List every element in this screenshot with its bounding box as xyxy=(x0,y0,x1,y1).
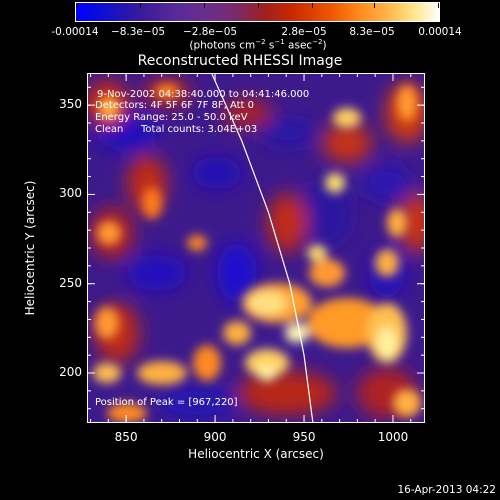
colorbar-tick-label: −2.8e−05 xyxy=(182,26,238,38)
time-range-text: 9-Nov-2002 04:38:40.000 to 04:41:46.000 xyxy=(97,89,310,100)
y-tick-label: 350 xyxy=(59,97,82,112)
colorbar-tick xyxy=(438,3,439,8)
y-axis-title: Heliocentric Y (arcsec) xyxy=(23,180,37,316)
x-tick-label: 1000 xyxy=(377,430,409,444)
colorbar-tick xyxy=(258,3,259,8)
x-tick-label: 850 xyxy=(114,430,138,444)
colorbar-tick-label: -0.00014 xyxy=(51,26,99,38)
solar-limb-line xyxy=(210,73,314,423)
y-tick-label: 250 xyxy=(59,275,82,290)
colorbar-units: (photons cm−2 s−1 asec−2) xyxy=(189,38,327,52)
colorbar-tick xyxy=(204,3,205,8)
heatmap-image: 9-Nov-2002 04:38:40.000 to 04:41:46.000 … xyxy=(87,73,425,423)
footer-timestamp: 16-Apr-2013 04:22 xyxy=(397,484,496,496)
colorbar-tick xyxy=(76,3,77,8)
detectors-text: Detectors: 4F 5F 6F 7F 8F, Att 0 xyxy=(95,100,255,111)
colorbar-tick xyxy=(374,3,375,8)
plot-title: Reconstructed RHESSI Image xyxy=(137,53,343,69)
energy-range-text: Energy Range: 25.0 - 50.0 keV xyxy=(95,112,248,123)
total-counts-text: Total counts: 3.04E+03 xyxy=(141,124,258,135)
colorbar-tick xyxy=(140,3,141,8)
x-tick-label: 950 xyxy=(292,430,316,444)
colorbar-tick-label: 0.00014 xyxy=(418,26,462,38)
colorbar xyxy=(75,2,440,22)
y-tick-label: 200 xyxy=(59,365,82,379)
heatmap-peaks xyxy=(93,84,421,423)
colorbar-tick-label: −8.3e−05 xyxy=(110,26,166,38)
clean-text: Clean xyxy=(95,124,124,135)
colorbar-tick-label: 8.3e−05 xyxy=(349,26,395,38)
x-axis-title: Heliocentric X (arcsec) xyxy=(188,447,324,461)
colorbar-tick-label: 2.8e−05 xyxy=(281,26,327,38)
colorbar-tick xyxy=(312,3,313,8)
y-tick-label: 300 xyxy=(59,186,82,201)
peak-position-text: Position of Peak = [967,220] xyxy=(95,397,238,408)
heatmap-svg xyxy=(87,73,425,423)
x-tick-label: 900 xyxy=(203,430,227,444)
